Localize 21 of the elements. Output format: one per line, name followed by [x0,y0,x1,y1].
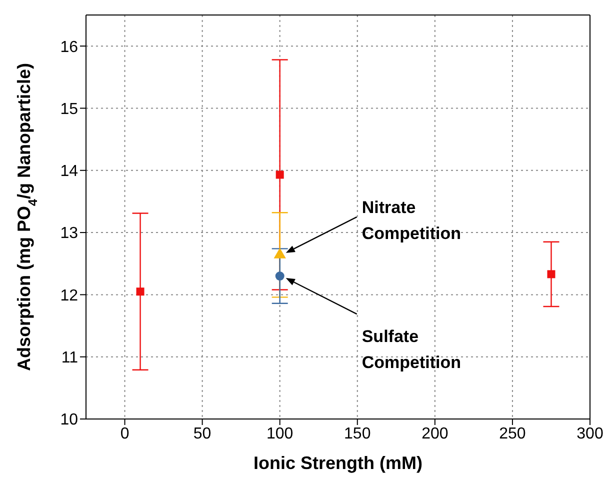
y-tick-label: 14 [60,163,78,180]
point [275,272,284,281]
point [547,270,556,278]
y-tick-label: 10 [60,412,78,429]
y-tick-label: 13 [60,225,78,242]
x-tick-label: 250 [499,425,526,442]
x-tick-label: 0 [120,425,130,442]
point [136,288,144,296]
annotation: Sulfate Competition [362,327,461,372]
annotation: Nitrate Competition [362,198,461,243]
y-tick-label: 12 [60,287,78,304]
y-tick-label: 15 [60,100,78,118]
y-tick-label: 11 [61,350,78,367]
point [276,170,284,179]
x-tick-label: 100 [266,425,294,442]
x-tick-label: 300 [576,425,604,442]
x-axis-title: Ionic Strength (mM) [254,453,422,473]
y-tick-label: 16 [60,38,78,56]
x-tick-label: 150 [344,425,371,442]
x-tick-label: 50 [193,425,212,442]
x-tick-label: 200 [422,425,448,442]
